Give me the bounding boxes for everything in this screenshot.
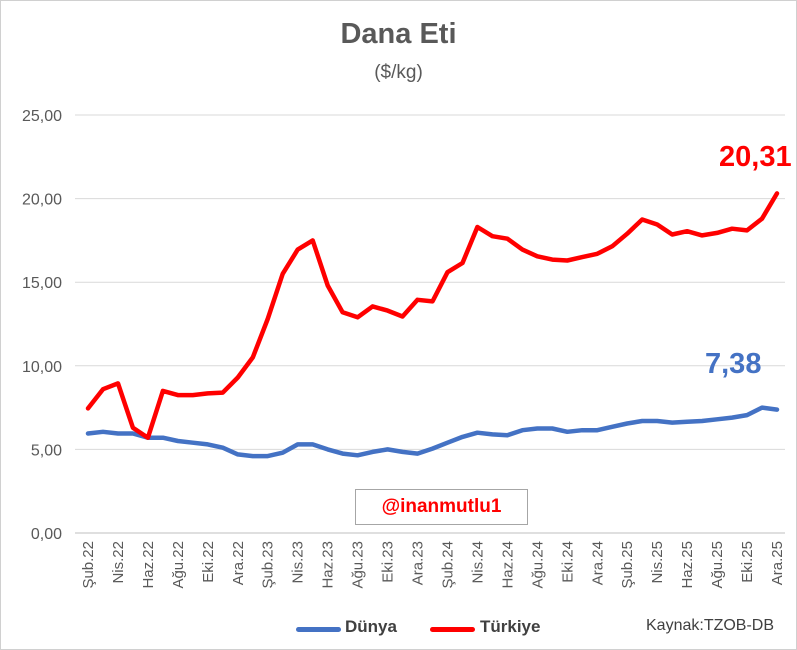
x-tick-label: Eki.23 <box>380 541 397 583</box>
y-tick-label: 20,00 <box>22 192 62 209</box>
series-line-dunya <box>85 405 780 459</box>
x-tick-label: Haz.24 <box>499 541 516 589</box>
x-tick-label: Eki.22 <box>200 541 217 583</box>
y-tick-label: 10,00 <box>22 359 62 376</box>
y-tick-label: 25,00 <box>22 108 62 125</box>
x-tick-label: Haz.25 <box>679 541 696 589</box>
x-axis-ticks: Şub.22 Nis.22 Haz.22 Ağu.22 Eki.22 Ara.22 Şub.… <box>80 541 786 589</box>
x-tick-label: Şub.25 <box>619 541 636 589</box>
legend-dunya-swatch <box>296 627 341 632</box>
x-tick-label: Ara.24 <box>589 541 606 585</box>
x-tick-label: Ara.23 <box>410 541 427 585</box>
x-tick-label: Şub.24 <box>439 541 456 589</box>
dunya-end-label: 7,38 <box>705 347 762 380</box>
legend-turkiye-label: Türkiye <box>480 617 541 636</box>
watermark-label: @inanmutlu1 <box>355 489 528 525</box>
x-tick-label: Ağu.25 <box>709 541 726 589</box>
legend-dunya-label: Dünya <box>345 617 397 636</box>
y-tick-label: 15,00 <box>22 275 62 292</box>
chart-title: Dana Eti <box>340 18 457 50</box>
x-tick-label: Eki.25 <box>739 541 756 583</box>
x-tick-label: Nis.22 <box>110 541 127 584</box>
x-tick-label: Şub.22 <box>80 541 97 589</box>
legend-turkiye-swatch <box>430 627 475 632</box>
series-line-turkiye <box>85 191 780 440</box>
chart-subtitle: ($/kg) <box>374 62 423 83</box>
x-tick-label: Ağu.22 <box>170 541 187 589</box>
x-tick-label: Ağu.23 <box>350 541 367 589</box>
x-tick-label: Nis.23 <box>290 541 307 584</box>
y-tick-label: 5,00 <box>31 442 62 459</box>
y-tick-label: 0,00 <box>31 526 62 543</box>
y-axis-ticks: 0,00 5,00 10,00 15,00 20,00 25,00 <box>22 108 62 543</box>
x-tick-label: Haz.23 <box>320 541 337 589</box>
x-tick-label: Haz.22 <box>140 541 157 589</box>
x-tick-label: Ara.22 <box>230 541 247 585</box>
x-tick-label: Şub.23 <box>260 541 277 589</box>
x-tick-label: Nis.24 <box>469 541 486 584</box>
x-tick-label: Ağu.24 <box>529 541 546 589</box>
gridlines <box>75 114 785 534</box>
x-tick-label: Ara.25 <box>769 541 786 585</box>
source-label: Kaynak:TZOB-DB <box>646 617 775 634</box>
x-tick-label: Eki.24 <box>559 541 576 583</box>
x-tick-label: Nis.25 <box>649 541 666 584</box>
series-lines <box>85 191 780 459</box>
turkiye-end-label: 20,31 <box>719 141 792 174</box>
